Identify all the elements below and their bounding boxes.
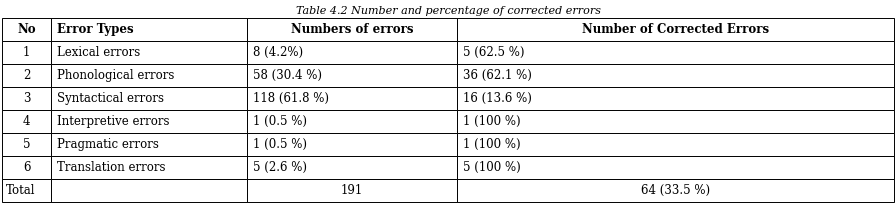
- Text: 1 (100 %): 1 (100 %): [463, 138, 521, 151]
- Text: 16 (13.6 %): 16 (13.6 %): [463, 92, 532, 105]
- Text: 3: 3: [22, 92, 30, 105]
- Bar: [247, 41, 457, 64]
- Text: 8 (4.2%): 8 (4.2%): [254, 46, 304, 59]
- Bar: [247, 87, 457, 110]
- Bar: [2, 156, 51, 179]
- Bar: [51, 87, 247, 110]
- Text: Interpretive errors: Interpretive errors: [57, 115, 169, 128]
- Text: Phonological errors: Phonological errors: [57, 69, 175, 82]
- Bar: [51, 64, 247, 87]
- Text: Number of Corrected Errors: Number of Corrected Errors: [582, 23, 769, 36]
- Bar: [2, 110, 51, 133]
- Bar: [2, 133, 51, 156]
- Bar: [2, 41, 51, 64]
- Text: Table 4.2 Number and percentage of corrected errors: Table 4.2 Number and percentage of corre…: [296, 6, 600, 16]
- Bar: [247, 179, 457, 202]
- Text: Numbers of errors: Numbers of errors: [291, 23, 413, 36]
- Text: 1 (0.5 %): 1 (0.5 %): [254, 138, 307, 151]
- Text: 5 (62.5 %): 5 (62.5 %): [463, 46, 524, 59]
- Text: 5 (100 %): 5 (100 %): [463, 161, 521, 174]
- Bar: [51, 110, 247, 133]
- Text: 4: 4: [22, 115, 30, 128]
- Bar: [457, 87, 894, 110]
- Text: Translation errors: Translation errors: [57, 161, 166, 174]
- Text: Pragmatic errors: Pragmatic errors: [57, 138, 159, 151]
- Text: 2: 2: [22, 69, 30, 82]
- Text: 6: 6: [22, 161, 30, 174]
- Bar: [457, 18, 894, 41]
- Text: 1 (100 %): 1 (100 %): [463, 115, 521, 128]
- Bar: [51, 156, 247, 179]
- Text: Lexical errors: Lexical errors: [57, 46, 141, 59]
- Text: 118 (61.8 %): 118 (61.8 %): [254, 92, 330, 105]
- Text: Error Types: Error Types: [57, 23, 134, 36]
- Text: 1 (0.5 %): 1 (0.5 %): [254, 115, 307, 128]
- Bar: [51, 18, 247, 41]
- Bar: [51, 41, 247, 64]
- Bar: [247, 18, 457, 41]
- Text: Total: Total: [6, 184, 36, 197]
- Text: No: No: [17, 23, 36, 36]
- Text: 5: 5: [22, 138, 30, 151]
- Text: 58 (30.4 %): 58 (30.4 %): [254, 69, 323, 82]
- Bar: [457, 179, 894, 202]
- Bar: [2, 87, 51, 110]
- Bar: [2, 179, 51, 202]
- Text: 36 (62.1 %): 36 (62.1 %): [463, 69, 532, 82]
- Bar: [457, 156, 894, 179]
- Bar: [457, 133, 894, 156]
- Text: 191: 191: [341, 184, 363, 197]
- Bar: [247, 110, 457, 133]
- Text: 1: 1: [22, 46, 30, 59]
- Text: Syntactical errors: Syntactical errors: [57, 92, 164, 105]
- Text: 5 (2.6 %): 5 (2.6 %): [254, 161, 307, 174]
- Bar: [457, 110, 894, 133]
- Bar: [247, 64, 457, 87]
- Bar: [247, 133, 457, 156]
- Bar: [2, 18, 51, 41]
- Text: 64 (33.5 %): 64 (33.5 %): [641, 184, 710, 197]
- Bar: [51, 133, 247, 156]
- Bar: [51, 179, 247, 202]
- Bar: [457, 64, 894, 87]
- Bar: [247, 156, 457, 179]
- Bar: [2, 64, 51, 87]
- Bar: [457, 41, 894, 64]
